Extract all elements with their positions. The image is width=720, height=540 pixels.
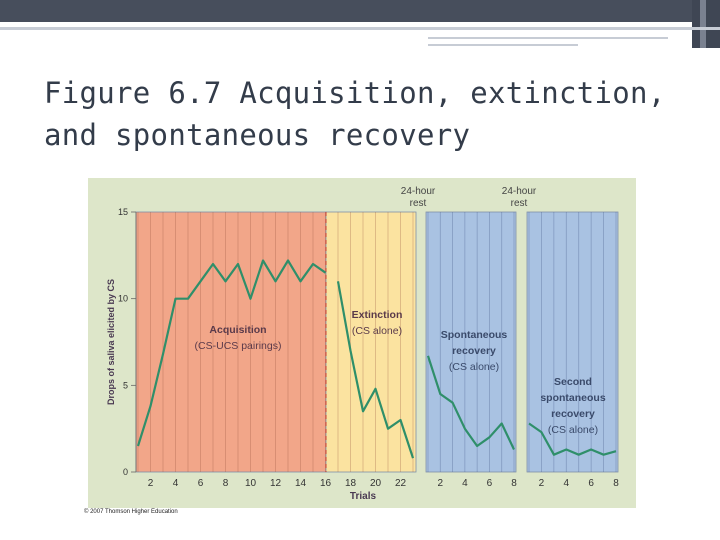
x-tick-label: 16	[320, 478, 332, 489]
panel-label-3-line-3: (CS alone)	[449, 361, 499, 373]
slide-top-bar	[0, 0, 720, 22]
recovery-region-border	[425, 211, 517, 473]
slide-corner-accent-stripe	[700, 0, 706, 48]
panel-label-1-line-2: (CS-UCS pairings)	[195, 340, 282, 352]
x-tick-label: 12	[270, 478, 282, 489]
panel-label-4-line-2: spontaneous	[540, 392, 605, 404]
x-tick-label: 10	[245, 478, 257, 489]
chart-svg: 0 5 10 15 Drops of saliva elicited by CS 2 4 6 8…	[88, 178, 636, 508]
series-line-3	[426, 355, 515, 450]
second-recovery-region	[527, 212, 618, 472]
rest-header-line-1: 24-hour	[401, 186, 436, 197]
y-tick-label: 10	[118, 294, 128, 304]
x-tick-label: 18	[345, 478, 357, 489]
x-tick-label: 14	[295, 478, 307, 489]
y-tick-label: 5	[123, 380, 128, 390]
x-tick-label: 20	[370, 478, 382, 489]
y-tick-label: 0	[123, 467, 128, 477]
extinction-region	[326, 212, 416, 472]
series-line-4	[528, 422, 617, 456]
x-tick-label: 6	[487, 478, 493, 489]
panel-label-3-line-2: recovery	[452, 345, 496, 357]
recovery-region	[426, 212, 516, 472]
panel-label-4-line-4: (CS alone)	[548, 424, 598, 436]
rest-header-line-2: rest	[511, 198, 528, 209]
y-tick-label: 15	[118, 207, 128, 217]
x-tick-label: 2	[148, 478, 154, 489]
x-tick-label: 8	[511, 478, 517, 489]
slide-rule-short	[428, 37, 668, 39]
rest-header-line-2: rest	[410, 198, 427, 209]
panel-label-4-line-1: Second	[554, 376, 592, 388]
x-tick-label: 4	[564, 478, 570, 489]
x-tick-label: 6	[198, 478, 204, 489]
slide-rule	[0, 27, 720, 30]
panel-label-3-line-1: Spontaneous	[441, 329, 508, 341]
y-axis-label: Drops of saliva elicited by CS	[106, 279, 116, 405]
slide-title-line-2: and spontaneous recovery	[44, 118, 471, 152]
x-tick-label: 4	[173, 478, 179, 489]
x-tick-label: 22	[395, 478, 407, 489]
slide-title-line-1: Figure 6.7 Acquisition, extinction,	[44, 76, 666, 110]
x-tick-label: 8	[613, 478, 619, 489]
slide-corner-accent	[692, 0, 720, 48]
chart: 0 5 10 15 Drops of saliva elicited by CS 2 4 6 8…	[88, 178, 636, 508]
x-tick-label: 2	[438, 478, 444, 489]
x-tick-label: 8	[223, 478, 229, 489]
x-tick-label: 2	[539, 478, 545, 489]
acquisition-region	[136, 212, 326, 472]
slide-title: Figure 6.7 Acquisition, extinction, and …	[44, 72, 684, 156]
panel-label-4-line-3: recovery	[551, 408, 595, 420]
slide-rule-shorter	[428, 44, 578, 46]
rest-header-line-1: 24-hour	[502, 186, 537, 197]
panel-label-2-line-2: (CS alone)	[352, 325, 402, 337]
series-line-1	[136, 259, 327, 447]
second-recovery-region-border	[526, 211, 619, 473]
x-tick-label: 4	[462, 478, 468, 489]
panel-label-2-line-1: Extinction	[352, 309, 403, 321]
panel-label-1-line-1: Acquisition	[209, 324, 266, 336]
x-tick-label: 6	[588, 478, 594, 489]
x-axis-label: Trials	[350, 491, 377, 502]
copyright-note: © 2007 Thomson Higher Education	[84, 509, 178, 515]
